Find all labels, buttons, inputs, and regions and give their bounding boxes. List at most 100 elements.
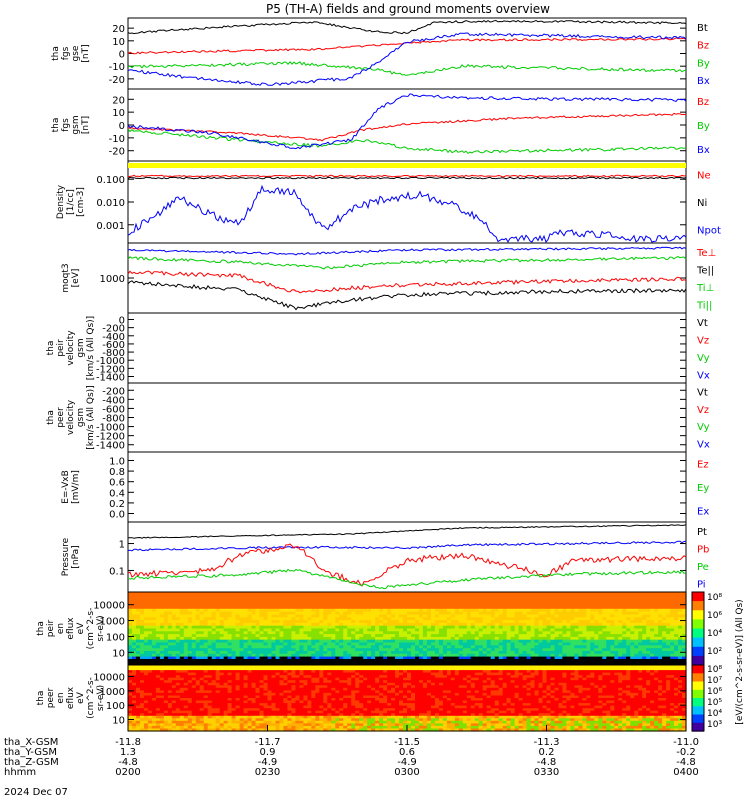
spectrogram-cell — [510, 611, 516, 616]
spectrogram-cell — [538, 614, 544, 618]
spectrogram-cell — [191, 608, 197, 613]
spectrogram-cell — [191, 628, 197, 632]
spectrogram-cell — [462, 670, 468, 674]
spectrogram-cell — [195, 606, 201, 610]
spectrogram-cell — [163, 606, 169, 610]
spectrogram-cell — [462, 608, 468, 613]
spectrogram-cell — [155, 592, 161, 596]
spectrogram-cell — [610, 680, 615, 684]
spectrogram-cell — [347, 600, 352, 604]
spectrogram-cell — [187, 622, 193, 627]
spectrogram-cell — [670, 648, 675, 652]
spectrogram-cell — [223, 634, 229, 638]
spectrogram-cell — [327, 620, 332, 624]
spectrogram-cell — [594, 670, 599, 674]
spectrogram-cell — [498, 628, 504, 632]
spectrogram-cell — [630, 631, 635, 635]
spectrogram-cell — [311, 620, 316, 624]
spectrogram-cell — [434, 631, 440, 635]
legend-bz: Bz — [697, 97, 709, 108]
spectrogram-cell — [287, 634, 292, 638]
spectrogram-cell — [498, 639, 504, 644]
spectrogram-cell — [415, 614, 420, 618]
spectrogram-cell — [415, 622, 420, 627]
spectrogram-cell — [422, 639, 428, 644]
spectrogram-cell — [578, 665, 583, 669]
spectrogram-cell — [383, 651, 388, 655]
spectrogram-cell — [287, 682, 292, 686]
spectrogram-cell — [359, 648, 364, 652]
spectrogram-cell — [283, 617, 288, 621]
spectrogram-cell — [147, 611, 153, 616]
spectrogram-cell — [227, 682, 233, 686]
spectrogram-cell — [502, 606, 508, 610]
spectrogram-cell — [494, 603, 500, 607]
spectrogram-cell — [454, 636, 460, 641]
spectrogram-cell — [211, 600, 217, 604]
spectrogram-cell — [223, 648, 229, 652]
spectrogram-cell — [231, 594, 237, 599]
spectrogram-cell — [498, 656, 504, 660]
spectrogram-cell — [486, 622, 492, 627]
spectrogram-cell — [387, 634, 392, 638]
spectrogram-cell — [602, 622, 607, 627]
spectrogram-cell — [128, 653, 133, 658]
spectrogram-cell — [339, 642, 344, 646]
spectrogram-cell — [295, 672, 300, 676]
spectrogram-cell — [259, 608, 265, 613]
spectrogram-cell — [610, 603, 615, 607]
spectrogram-cell — [558, 642, 564, 646]
spectrogram-cell — [494, 636, 500, 641]
spectrogram-cell — [654, 675, 659, 679]
spectrogram-cell — [247, 639, 253, 644]
spectrogram-cell — [666, 603, 671, 607]
spectrogram-cell — [494, 639, 500, 644]
spectrogram-cell — [538, 656, 544, 660]
spectrogram-cell — [251, 639, 257, 644]
spectrogram-cell — [267, 636, 273, 641]
spectrogram-cell — [279, 670, 285, 674]
spectrogram-cell — [319, 617, 324, 621]
spectrogram-cell — [291, 606, 296, 610]
spectrogram-cell — [654, 603, 659, 607]
spectrogram-cell — [662, 656, 667, 660]
spectrogram-cell — [187, 645, 193, 649]
spectrogram-cell — [434, 594, 440, 599]
spectrogram-cell — [590, 600, 595, 604]
spectrogram-cell — [490, 617, 496, 621]
spectrogram-cell — [147, 634, 153, 638]
spectrogram-cell — [458, 656, 464, 660]
spectrogram-cell — [295, 682, 300, 686]
spectrogram-cell — [303, 594, 308, 599]
spectrogram-cell — [546, 682, 552, 686]
spectrogram-cell — [610, 670, 615, 674]
spectrogram-cell — [534, 628, 540, 632]
spectrogram-cell — [446, 597, 452, 601]
spectrogram-cell — [419, 597, 424, 601]
spectrogram-cell — [638, 634, 643, 638]
y-axis-label-line: peer — [56, 407, 66, 428]
spectrogram-cell — [622, 594, 627, 599]
spectrogram-cell — [630, 645, 635, 649]
spectrogram-cell — [155, 594, 161, 599]
spectrogram-cell — [578, 597, 583, 601]
spectrogram-cell — [391, 614, 396, 618]
spectrogram-cell — [227, 614, 233, 618]
spectrogram-cell — [347, 614, 352, 618]
spectrogram-cell — [179, 651, 185, 655]
spectrogram-cell — [339, 645, 344, 649]
spectrogram-cell — [207, 625, 213, 630]
spectrogram-cell — [510, 653, 516, 658]
spectrogram-cell — [530, 636, 536, 641]
spectrogram-cell — [490, 665, 496, 669]
spectrogram-cell — [287, 594, 292, 599]
spectrogram-cell — [391, 597, 396, 601]
spectrogram-cell — [155, 677, 161, 681]
spectrogram-cell — [574, 608, 579, 613]
spectrogram-cell — [307, 592, 312, 596]
spectrogram-cell — [602, 611, 607, 616]
spectrogram-cell — [383, 653, 388, 658]
spectrogram-cell — [215, 642, 221, 646]
spectrogram-cell — [594, 620, 599, 624]
spectrogram-cell — [167, 597, 173, 601]
